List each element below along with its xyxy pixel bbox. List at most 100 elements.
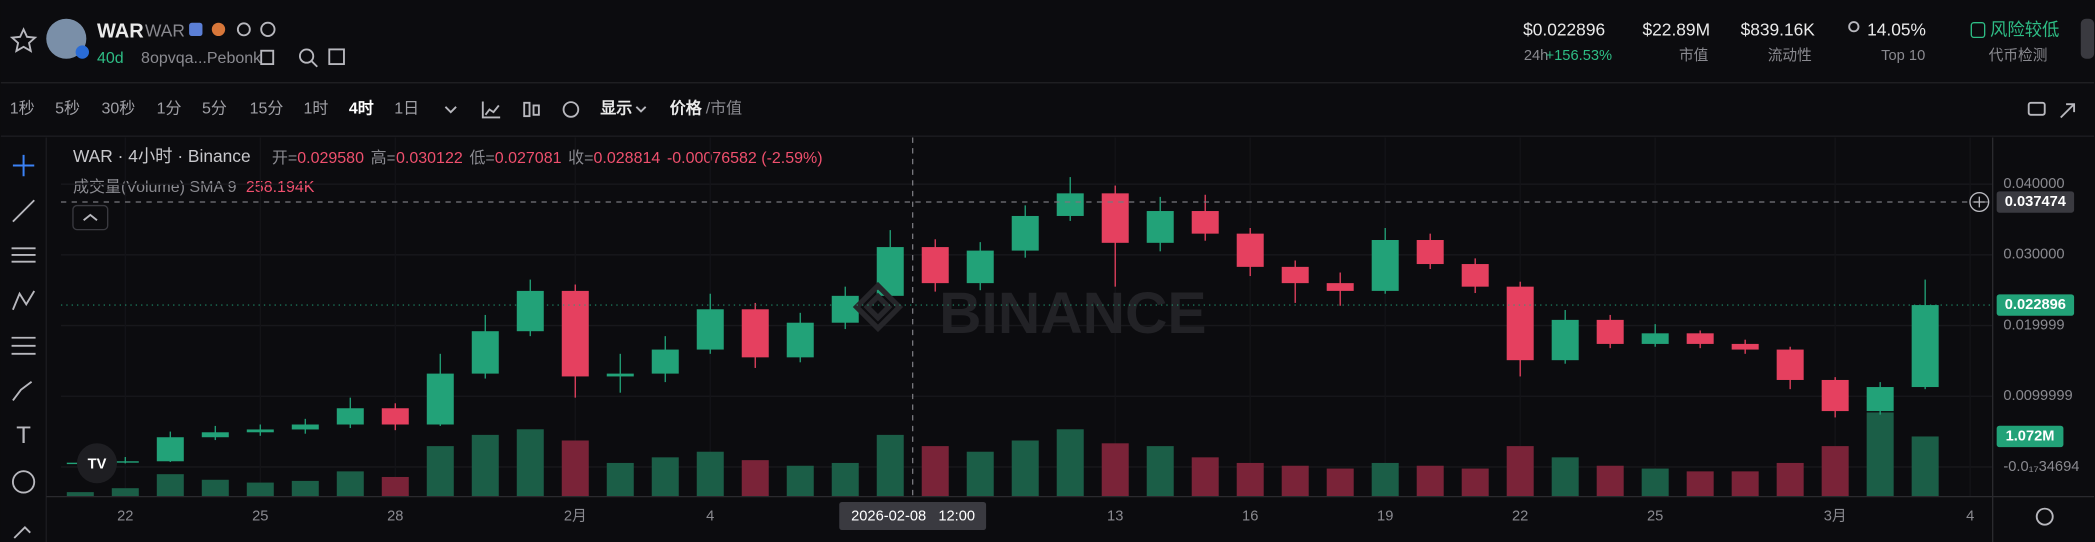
candle-body — [1866, 387, 1894, 412]
collapse-button[interactable] — [72, 204, 109, 231]
volume-bar — [1416, 465, 1444, 497]
x-tick-label: 16 — [1242, 509, 1258, 525]
interval-button[interactable]: 30秒 — [101, 100, 135, 118]
risk-level[interactable]: 风险较低 — [1990, 19, 2059, 39]
copy-button[interactable] — [260, 49, 275, 66]
candle-body — [966, 250, 994, 284]
candle-body — [786, 322, 814, 358]
y-tick-label: 0.040000 — [2003, 176, 2064, 192]
fib-tool[interactable] — [11, 336, 36, 355]
chain-badge — [75, 45, 89, 59]
legend-value: 0.028814 — [594, 150, 661, 167]
volume-bar — [516, 429, 544, 497]
top-holders-label: Top 10 — [1881, 48, 1925, 64]
x-tick-label: 19 — [1377, 509, 1393, 525]
timer-icon — [260, 21, 276, 37]
candle-body — [696, 309, 724, 350]
volume-bar — [1236, 462, 1264, 497]
dropdown-arrow[interactable] — [444, 106, 457, 114]
volume-bar — [156, 474, 184, 497]
volume-legend: 成交量(Volume) SMA 9 258.194K — [73, 178, 315, 196]
interval-button[interactable]: 5分 — [202, 100, 227, 118]
add-alert-button[interactable] — [1969, 192, 1990, 213]
volume-bar — [696, 451, 724, 497]
candle-body — [1821, 379, 1849, 412]
volume-bar — [246, 482, 274, 497]
channel-tool[interactable] — [11, 247, 36, 263]
dropdown-arrow[interactable] — [635, 106, 647, 113]
x-tick-label: 13 — [1107, 509, 1123, 525]
emoji-tool[interactable] — [11, 470, 36, 494]
last-price: 0.022896 — [2005, 297, 2066, 313]
chart-type-button[interactable] — [523, 101, 531, 118]
candle-body — [381, 408, 409, 425]
chart-type-button[interactable] — [532, 104, 540, 116]
legend-label: 低= — [469, 149, 494, 167]
interval-button[interactable]: 1时 — [303, 100, 328, 118]
separator: / — [706, 101, 711, 118]
candle-body — [1506, 286, 1534, 361]
line-tool[interactable] — [12, 199, 35, 223]
volume-bar — [1506, 446, 1534, 497]
crosshair-price: 0.037474 — [2005, 194, 2067, 210]
badge-icon — [189, 22, 203, 37]
top-holders: 14.05% — [1867, 19, 1926, 39]
fullscreen-button[interactable] — [2060, 103, 2076, 119]
brush-tool[interactable] — [12, 381, 33, 402]
volume-bar — [1551, 457, 1579, 497]
volume-bar — [471, 434, 499, 497]
legend-value: 0.027081 — [495, 150, 562, 167]
market-cap: $22.89M — [1643, 19, 1711, 39]
interval-button[interactable]: 1秒 — [10, 100, 35, 118]
axis-settings-button[interactable] — [2035, 507, 2054, 526]
open-link-button[interactable] — [328, 48, 345, 66]
volume-bar — [921, 446, 949, 497]
x-tick-label: 28 — [387, 509, 403, 525]
tradingview-logo[interactable]: TV — [88, 456, 107, 472]
ruler-tool[interactable] — [13, 525, 31, 539]
volume-legend-value: 258.194K — [246, 179, 315, 196]
x-tick-label: 25 — [252, 509, 268, 525]
candle-body — [1146, 211, 1174, 243]
screenshot-button[interactable] — [2027, 101, 2046, 116]
price-option[interactable]: 价格 — [670, 99, 703, 118]
interval-button[interactable]: 4时 — [349, 100, 374, 118]
y-tick-label: 0.0099999 — [2003, 388, 2072, 404]
candle-body — [1281, 266, 1309, 284]
collapse-arrow[interactable] — [83, 213, 98, 222]
tradingview-logo[interactable] — [76, 443, 118, 484]
price-toggle[interactable]: 价格/市值 — [670, 99, 742, 118]
candle-body — [1551, 319, 1579, 361]
candle-body — [651, 349, 679, 374]
candle-body — [921, 247, 949, 284]
volume-bar — [1686, 471, 1714, 497]
indicator-button[interactable] — [481, 101, 501, 119]
interval-button[interactable]: 15分 — [250, 100, 284, 118]
crosshair-tool[interactable] — [12, 154, 35, 177]
last-volume-tag — [1996, 425, 2064, 448]
candle-body — [1371, 240, 1399, 291]
settings-button[interactable] — [562, 101, 580, 118]
interval-button[interactable]: 1分 — [157, 100, 182, 118]
candle-body — [246, 429, 274, 433]
candle-body — [1056, 193, 1084, 216]
search-button[interactable] — [298, 48, 315, 64]
volume-bar — [1776, 462, 1804, 497]
favorite-star[interactable] — [9, 27, 38, 53]
x-tick-label: 22 — [1512, 509, 1528, 525]
candle-body — [1776, 349, 1804, 380]
text-tool[interactable]: T — [16, 422, 31, 449]
volume-bar — [1866, 412, 1894, 497]
search-button[interactable] — [311, 60, 318, 68]
interval-button[interactable]: 5秒 — [55, 100, 80, 118]
display-menu[interactable]: 显示 — [600, 100, 632, 118]
plot: WAR · 4小时 · Binance 开=0.029580 高=0.030122… — [46, 137, 2095, 542]
volume-bar — [606, 462, 634, 497]
volume-legend-name: 成交量(Volume) SMA 9 — [73, 178, 237, 196]
candle-body — [201, 432, 229, 438]
interval-button[interactable]: 1日 — [394, 101, 419, 118]
scrollbar — [2080, 18, 2095, 59]
market-cap-option[interactable]: 市值 — [710, 100, 742, 118]
pattern-tool[interactable] — [12, 290, 36, 311]
